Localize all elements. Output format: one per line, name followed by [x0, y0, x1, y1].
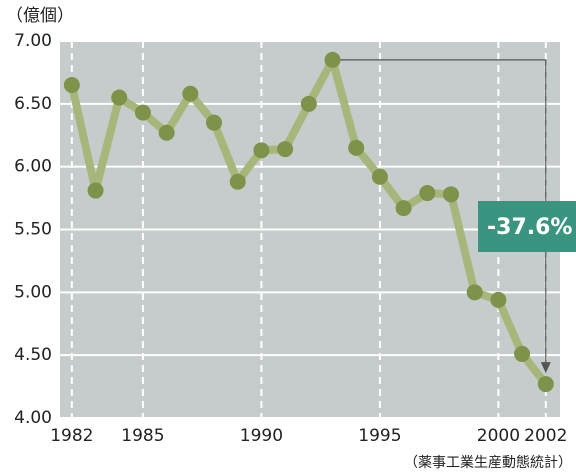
point [395, 200, 412, 217]
point [466, 284, 483, 301]
point [442, 186, 459, 203]
point [87, 182, 104, 199]
point [348, 139, 365, 156]
annotation-box [478, 201, 576, 252]
y-tick-label: 5.50 [14, 220, 52, 240]
y-tick-label: 6.50 [14, 94, 52, 114]
y-tick-label: 6.00 [14, 157, 52, 177]
arrow-head [540, 362, 551, 374]
x-tick-label: 1990 [240, 426, 283, 446]
point [134, 104, 151, 121]
point [419, 185, 436, 202]
annotation-arrow [332, 59, 547, 373]
x-tick-label: 2000 [477, 426, 520, 446]
point [324, 51, 341, 68]
point [537, 376, 554, 393]
point [229, 173, 246, 190]
x-tick-label: 1985 [121, 426, 164, 446]
y-tick-label: 7.00 [14, 31, 52, 51]
x-tick-label: 1982 [50, 426, 93, 446]
point [253, 142, 270, 159]
point [514, 345, 531, 362]
point [63, 76, 80, 93]
x-tick-label: 2002 [524, 426, 567, 446]
x-tick-label: 1995 [358, 426, 401, 446]
point [300, 95, 317, 112]
y-tick-label: 4.50 [14, 345, 52, 365]
y-tick-label: 5.00 [14, 282, 52, 302]
point [490, 291, 507, 308]
point [111, 89, 128, 106]
y-tick-label: 4.00 [14, 408, 52, 428]
y-axis-label: （億個） [6, 6, 74, 26]
point [371, 168, 388, 185]
annotation: -37.6% [487, 215, 572, 240]
point [158, 124, 175, 141]
point [206, 114, 223, 131]
point [277, 141, 294, 158]
source: （薬事工業生産動態統計） [404, 455, 572, 471]
point [182, 85, 199, 102]
